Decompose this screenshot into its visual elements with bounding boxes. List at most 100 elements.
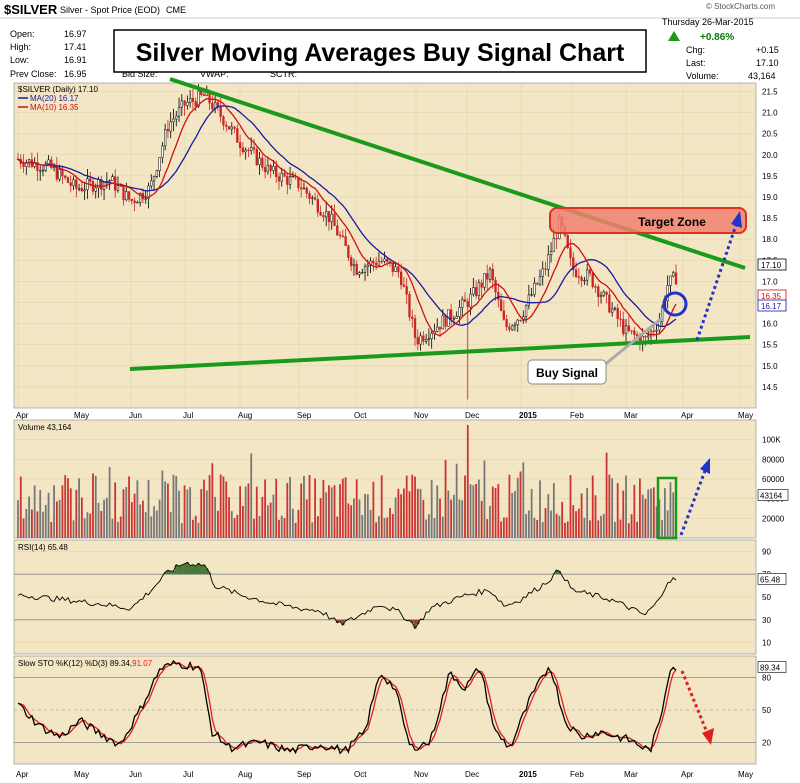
candle-body	[89, 178, 92, 182]
sto-legend-suffix: 91.07	[132, 659, 153, 668]
candle-body	[519, 319, 522, 322]
price-tick-label: 18.0	[762, 235, 778, 244]
candle-body	[505, 319, 508, 328]
candle-body	[119, 185, 122, 187]
candle-body	[194, 101, 197, 107]
volume-bar	[208, 475, 211, 538]
volume-bar	[86, 512, 89, 538]
candle-body	[583, 279, 586, 282]
volume-bar	[100, 510, 103, 538]
candle-body	[222, 116, 225, 126]
volume-bar	[630, 514, 633, 538]
ma20-legend: MA(20) 16.17	[30, 94, 79, 103]
candle-body	[608, 294, 611, 313]
volume-bar	[153, 506, 155, 538]
rsi-fills	[163, 562, 561, 629]
volume-bar	[527, 510, 530, 538]
volume-bar	[19, 476, 22, 538]
candle-body	[347, 245, 350, 258]
volume-bar	[383, 517, 386, 538]
volume-bar	[333, 485, 336, 538]
buy-signal-label: Buy Signal	[536, 366, 598, 380]
buy-signal-circle	[662, 291, 688, 317]
candle-body	[511, 325, 514, 330]
volume-bar	[569, 475, 572, 538]
candle-body	[402, 284, 406, 287]
volume-bar	[189, 487, 192, 538]
volume-bar	[477, 479, 480, 538]
volume-bar	[672, 492, 675, 538]
candle-body	[438, 326, 442, 330]
volume-bar	[158, 499, 161, 538]
volume-bar	[139, 504, 142, 538]
volume-bar	[439, 498, 441, 538]
volume-bar	[128, 476, 130, 538]
up-triangle-icon	[668, 31, 680, 41]
volume-bar	[444, 459, 447, 538]
volume-bar	[58, 499, 61, 538]
volume-bar	[39, 489, 42, 538]
candle-body	[491, 268, 494, 281]
volume-bar	[339, 484, 341, 538]
candle-body	[413, 318, 417, 338]
candle-body	[666, 285, 669, 301]
price-tick-label: 15.5	[762, 341, 778, 350]
volume-bar	[264, 479, 266, 538]
candle-body	[569, 247, 572, 259]
candle-body	[597, 286, 600, 297]
volume-bar	[408, 491, 411, 538]
candle-body	[627, 325, 630, 331]
candle-body	[241, 147, 245, 153]
volume-bar	[161, 470, 164, 538]
price-legend-main: $SILVER (Daily) 17.10	[18, 85, 98, 94]
volume-bar	[278, 519, 280, 538]
volume-bar	[319, 498, 322, 538]
candle-body	[549, 251, 553, 256]
candle-body	[497, 292, 500, 300]
month-label: May	[74, 770, 89, 779]
volume-bar	[400, 494, 403, 538]
candle-body	[427, 338, 431, 340]
title-box-frame	[113, 29, 647, 73]
volume-bar	[25, 509, 28, 538]
volume-bar	[394, 497, 397, 538]
volume-bar	[172, 474, 175, 538]
volume-bar	[286, 482, 289, 538]
volume-bar	[316, 516, 319, 538]
volume-bar	[28, 496, 31, 538]
candle-body	[172, 118, 175, 123]
candle-body	[399, 271, 403, 286]
volume-bar	[514, 491, 516, 538]
volume-bar	[205, 490, 208, 538]
price-tag-label: 17.10	[761, 261, 782, 270]
rsi-overbought-fill	[163, 572, 167, 575]
candle-body	[180, 100, 183, 108]
volume-bar	[78, 478, 80, 538]
rsi-oversold-fill	[341, 619, 345, 626]
month-label: Feb	[570, 411, 584, 420]
volume-bar	[167, 483, 169, 538]
candle-body	[55, 166, 59, 180]
price-tag-box	[757, 299, 787, 312]
open-value: 16.97	[64, 29, 87, 39]
candle-body	[263, 167, 267, 173]
volume-bar	[669, 482, 672, 538]
candle-body	[238, 142, 242, 148]
support-trendline	[129, 335, 751, 371]
month-axis-bottom: Apr May Jun Jul Aug Sep Oct Nov Dec 2015 Feb Mar Apr…	[16, 770, 753, 779]
volume-bar	[250, 453, 253, 538]
sto-legend: Slow STO %K(12) %D(3) 89.34,91.07	[18, 659, 153, 668]
candle-body	[283, 172, 286, 177]
candle-body	[502, 310, 506, 320]
volume-bar	[611, 478, 614, 538]
rsi-grid: 907050301065.48	[14, 547, 787, 648]
candle-body	[136, 202, 139, 204]
price-tick-label: 21.0	[762, 109, 778, 118]
candle-body	[139, 192, 142, 203]
candle-body	[108, 180, 111, 182]
volume-bar	[505, 517, 508, 538]
month-label: Aug	[238, 770, 252, 779]
candle-body	[466, 301, 469, 308]
candle-body	[483, 273, 486, 288]
volume-bar	[441, 516, 444, 538]
